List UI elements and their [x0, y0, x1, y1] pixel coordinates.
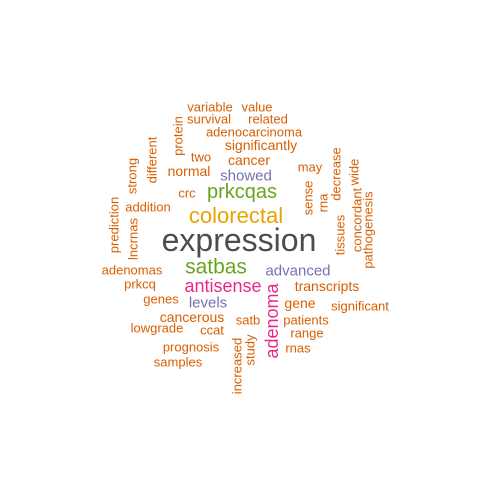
word: showed [220, 167, 272, 185]
word: wide [346, 158, 362, 186]
word: colorectal [188, 203, 284, 228]
word: adenoma [262, 283, 282, 359]
word: study [242, 334, 258, 366]
word: lncrnas [125, 218, 141, 260]
word: prognosis [162, 339, 220, 355]
word: prediction [106, 196, 122, 254]
word: genes [143, 291, 179, 307]
word: samples [153, 354, 203, 370]
word: satbas [185, 255, 247, 279]
word: variable [187, 99, 233, 115]
word: cancerous [159, 309, 225, 325]
word: different [144, 136, 160, 184]
word: tissues [332, 214, 348, 256]
word: value [241, 99, 273, 115]
word: prkcqas [206, 181, 278, 203]
word: two [190, 149, 212, 165]
word: adenomas [101, 262, 163, 278]
word: significantly [224, 137, 298, 153]
word: pathogenesis [360, 191, 376, 269]
word: lowgrade [130, 320, 184, 336]
word: antisense [184, 276, 262, 296]
word: transcripts [294, 278, 360, 294]
word: adenocarcinoma [205, 124, 303, 140]
word: prkcq [124, 276, 156, 292]
word: normal [167, 163, 211, 179]
word: range [290, 325, 324, 341]
word: advanced [265, 262, 331, 280]
word: expression [161, 222, 317, 258]
word: levels [188, 294, 228, 312]
word: rnas [285, 340, 311, 356]
word: satb [235, 312, 261, 328]
word: related [248, 111, 288, 127]
word: addition [125, 199, 171, 215]
word: may [297, 159, 323, 175]
word: survival [186, 111, 232, 127]
word: decrease [328, 147, 344, 201]
word: patients [283, 312, 329, 328]
word: sense [300, 180, 316, 216]
word: strong [124, 157, 140, 195]
word: ccat [200, 322, 224, 338]
word: protein [170, 116, 186, 156]
word: gene [284, 295, 316, 311]
word: crc [178, 185, 196, 201]
word: cancer [227, 152, 271, 168]
word: significant [331, 298, 389, 314]
